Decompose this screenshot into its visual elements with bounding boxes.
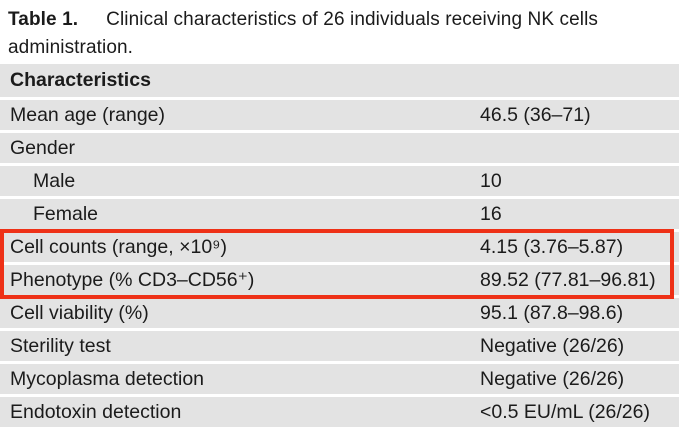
row-label: Endotoxin detection [10,400,182,423]
row-label: Female [33,202,99,225]
row-label: Cell viability (%) [10,301,149,324]
table-row: Endotoxin detection <0.5 EU/mL (26/26) [0,397,679,427]
row-value: 16 [480,202,502,225]
table-caption-number: Table 1. [8,9,79,30]
table-row: Male 10 [0,166,679,196]
table-row: Female 16 [0,199,679,229]
row-value: 95.1 (87.8–98.6) [480,301,624,324]
table-row: Phenotype (% CD3–CD56⁺) 89.52 (77.81–96.… [0,265,679,295]
table-row: Cell viability (%) 95.1 (87.8–98.6) [0,298,679,328]
table-row: Gender [0,133,679,163]
row-label: Gender [10,136,76,159]
row-value: <0.5 EU/mL (26/26) [480,400,650,423]
table-row: Sterility test Negative (26/26) [0,331,679,361]
table-header-row: Characteristics [0,64,679,97]
row-value: 10 [480,169,502,192]
table-caption: Table 1. Clinical characteristics of 26 i… [8,6,672,62]
row-value: Negative (26/26) [480,367,625,390]
row-label: Mycoplasma detection [10,367,205,390]
table-caption-text: Clinical characteristics of 26 individua… [8,9,598,58]
row-value: 89.52 (77.81–96.81) [480,268,656,291]
table-row: Mycoplasma detection Negative (26/26) [0,364,679,394]
clinical-characteristics-table: Characteristics Mean age (range) 46.5 (3… [0,64,679,430]
row-value: Negative (26/26) [480,334,625,357]
row-value: 46.5 (36–71) [480,103,591,126]
row-label: Cell counts (range, ×10⁹) [10,235,228,258]
table-header-label: Characteristics [10,69,151,91]
row-value: 4.15 (3.76–5.87) [480,235,624,258]
table-row: Cell counts (range, ×10⁹) 4.15 (3.76–5.8… [0,232,679,262]
row-label: Sterility test [10,334,111,357]
table-row: Mean age (range) 46.5 (36–71) [0,100,679,130]
row-label: Male [33,169,76,192]
row-label: Phenotype (% CD3–CD56⁺) [10,269,255,291]
row-label: Mean age (range) [10,103,166,126]
